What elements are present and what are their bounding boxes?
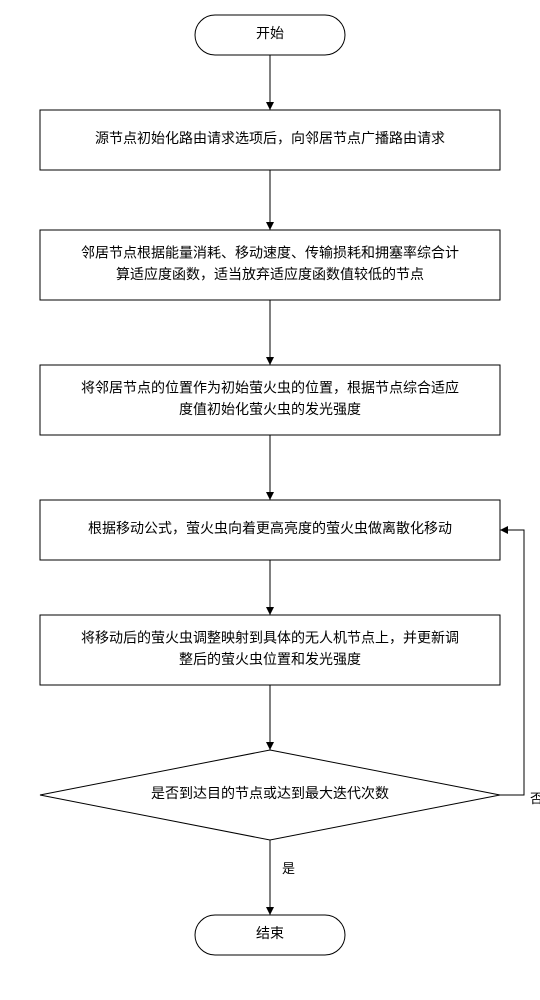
edge-decision-end: 是 (270, 840, 295, 915)
node-start-text: 开始 (256, 26, 284, 42)
node-step5-text: 将移动后的萤火虫调整映射到具体的无人机节点上，并更新调 (81, 630, 459, 646)
node-step3-text: 度值初始化萤火虫的发光强度 (179, 401, 361, 418)
flowchart: 是否 开始源节点初始化路由请求选项后，向邻居节点广播路由请求邻居节点根据能量消耗… (0, 0, 540, 1000)
node-decision-text: 是否到达目的节点或达到最大迭代次数 (151, 786, 389, 802)
node-step5: 将移动后的萤火虫调整映射到具体的无人机节点上，并更新调整后的萤火虫位置和发光强度 (40, 615, 500, 685)
node-step2: 邻居节点根据能量消耗、移动速度、传输损耗和拥塞率综合计算适应度函数，适当放弃适应… (40, 230, 500, 300)
node-step3-text: 将邻居节点的位置作为初始萤火虫的位置，根据节点综合适应 (81, 379, 459, 396)
node-step4-text: 根据移动公式，萤火虫向着更高亮度的萤火虫做离散化移动 (88, 520, 452, 537)
edge-label: 否 (530, 791, 540, 806)
edge-decision-step4: 否 (500, 530, 540, 806)
node-step5-text: 整后的萤火虫位置和发光强度 (179, 652, 361, 668)
node-start: 开始 (195, 15, 345, 55)
node-step1-text: 源节点初始化路由请求选项后，向邻居节点广播路由请求 (95, 130, 445, 147)
node-end-text: 结束 (256, 926, 284, 942)
node-step3: 将邻居节点的位置作为初始萤火虫的位置，根据节点综合适应度值初始化萤火虫的发光强度 (40, 365, 500, 435)
node-step4: 根据移动公式，萤火虫向着更高亮度的萤火虫做离散化移动 (40, 500, 500, 560)
node-step1: 源节点初始化路由请求选项后，向邻居节点广播路由请求 (40, 110, 500, 170)
node-end: 结束 (195, 915, 345, 955)
edge-label: 是 (282, 861, 295, 876)
node-step2-text: 邻居节点根据能量消耗、移动速度、传输损耗和拥塞率综合计 (81, 244, 459, 261)
node-step2-text: 算适应度函数，适当放弃适应度函数值较低的节点 (116, 266, 424, 283)
node-decision: 是否到达目的节点或达到最大迭代次数 (40, 750, 500, 840)
